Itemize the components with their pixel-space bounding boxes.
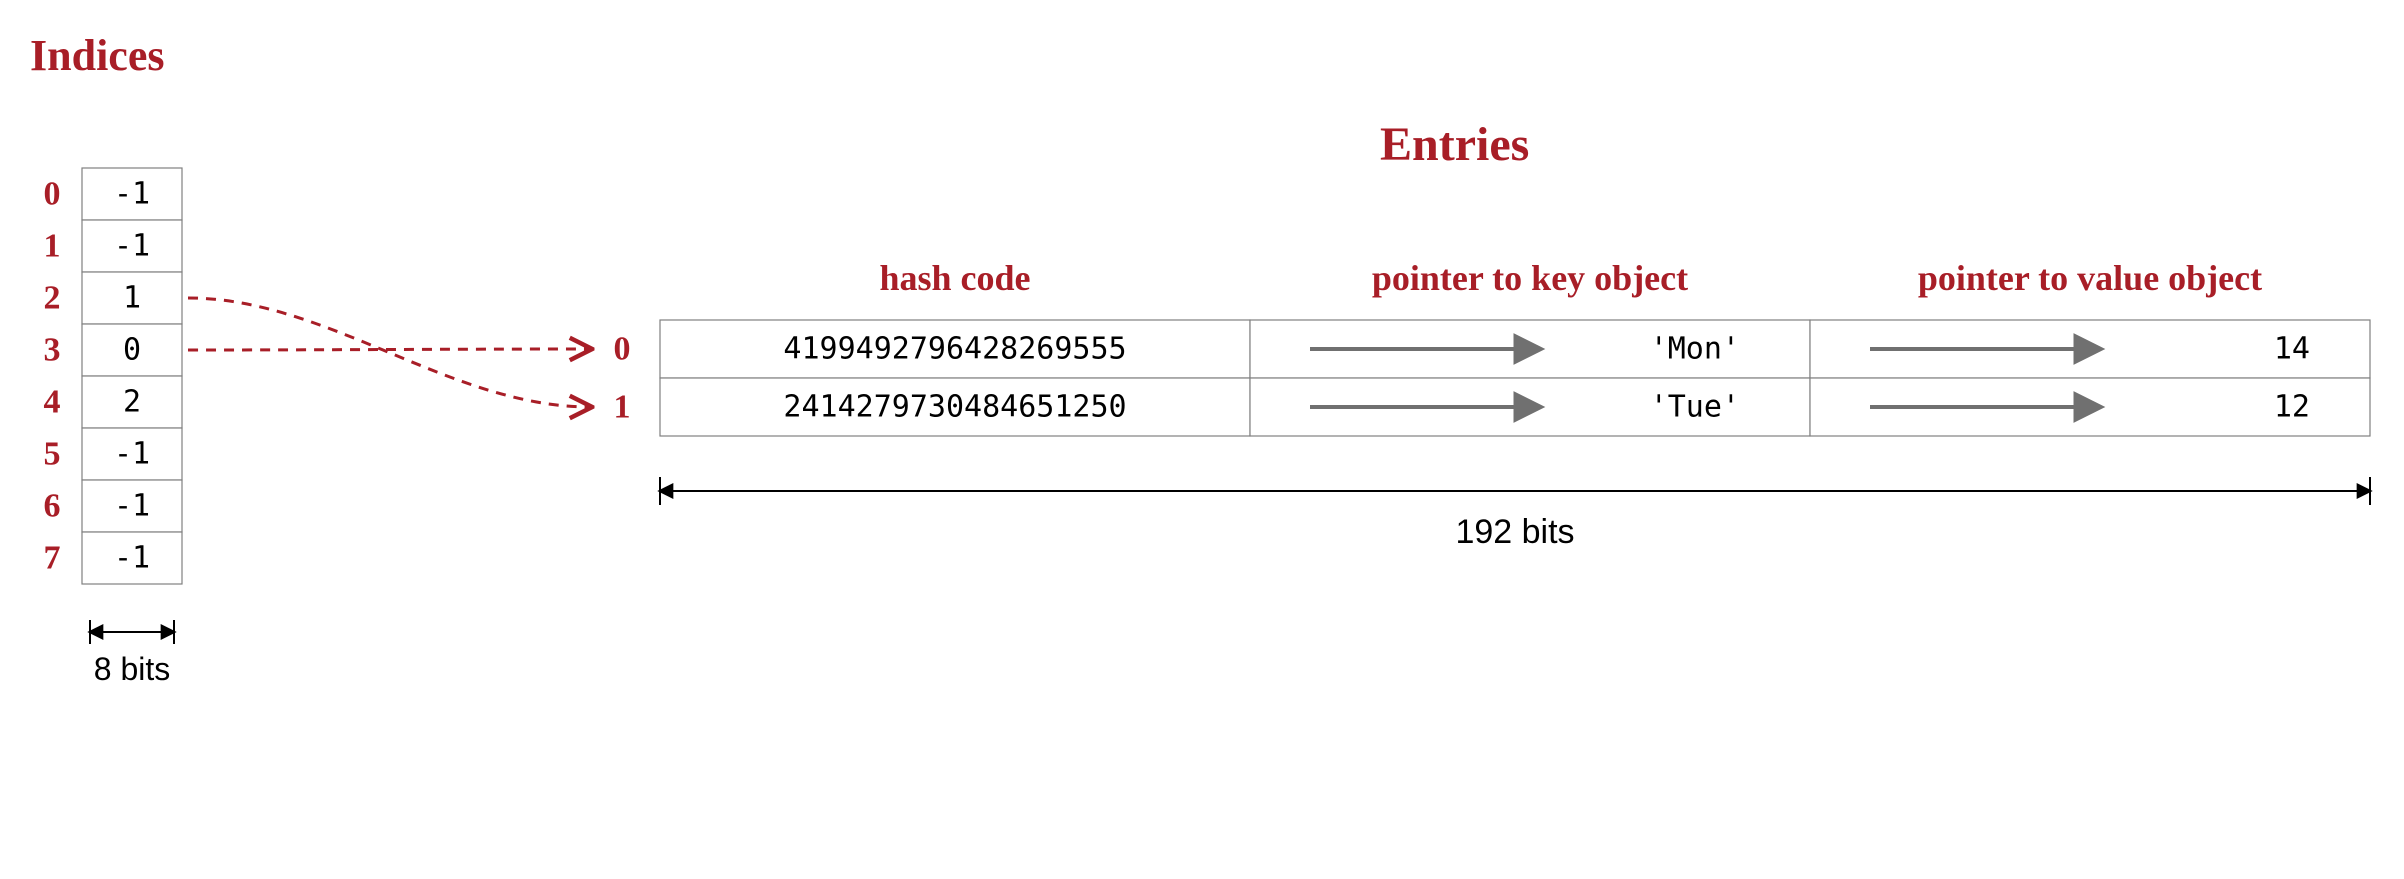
indices-row-label: 2 (44, 280, 61, 317)
indices-cell-value: -1 (114, 229, 150, 264)
indices-cell-value: 2 (123, 385, 141, 420)
indices-title: Indices (30, 31, 164, 80)
indices-width-label: 8 bits (94, 651, 170, 687)
indices-cell-value: -1 (114, 541, 150, 576)
indices-cell-value: 1 (123, 281, 141, 316)
entries-key-value: 'Tue' (1650, 390, 1740, 425)
entries-width-label: 192 bits (1455, 513, 1574, 551)
indices-row-label: 3 (44, 332, 61, 369)
indices-cell-value: -1 (114, 489, 150, 524)
entries-row-label: 0 (614, 331, 631, 368)
entries-column-header: pointer to key object (1372, 258, 1688, 298)
indices-row-label: 1 (44, 228, 61, 265)
cross-arrow (188, 349, 590, 350)
indices-row-label: 0 (44, 176, 61, 213)
indices-row-label: 6 (44, 488, 61, 525)
entries-row-label: 1 (614, 389, 631, 426)
entries-hash-value: 4199492796428269555 (783, 332, 1126, 367)
indices-cell-value: -1 (114, 177, 150, 212)
indices-row-label: 5 (44, 436, 61, 473)
entries-title: Entries (1380, 118, 1529, 171)
indices-cell-value: 0 (123, 333, 141, 368)
cross-arrow (188, 298, 590, 407)
entries-value-value: 12 (2274, 390, 2310, 425)
entries-column-header: hash code (879, 258, 1030, 298)
entries-column-header: pointer to value object (1918, 258, 2262, 298)
indices-row-label: 4 (44, 384, 61, 421)
entries-hash-value: 2414279730484651250 (783, 390, 1126, 425)
indices-cell-value: -1 (114, 437, 150, 472)
entries-key-value: 'Mon' (1650, 332, 1740, 367)
entries-value-value: 14 (2274, 332, 2310, 367)
indices-row-label: 7 (44, 540, 61, 577)
